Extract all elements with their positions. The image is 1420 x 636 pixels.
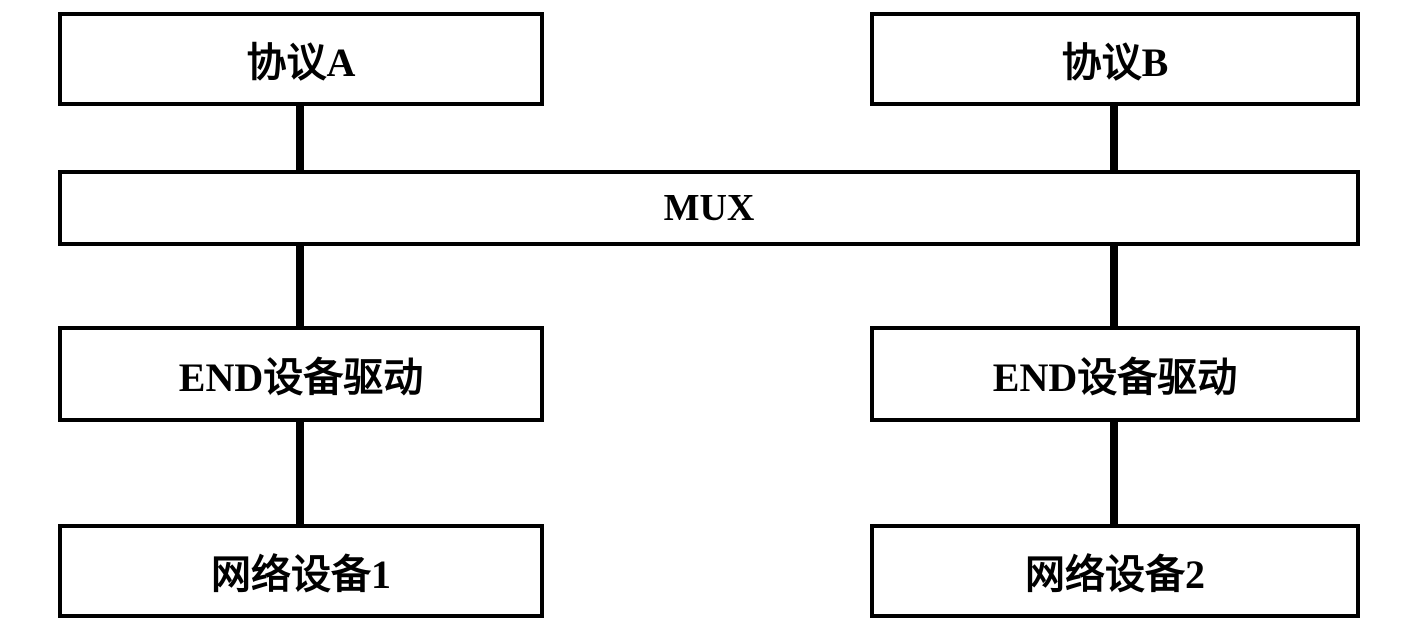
node-device-2: 网络设备2 xyxy=(870,524,1360,618)
diagram-canvas: 协议A 协议B MUX END设备驱动 END设备驱动 网络设备1 网络设备2 xyxy=(0,0,1420,636)
edge xyxy=(1110,106,1118,170)
node-protocol-a-label: 协议A xyxy=(247,30,356,88)
edge xyxy=(296,246,304,326)
node-mux-label: MUX xyxy=(664,186,755,230)
edge xyxy=(1110,246,1118,326)
node-device-1-label: 网络设备1 xyxy=(211,542,391,600)
node-protocol-a: 协议A xyxy=(58,12,544,106)
node-end-driver-2: END设备驱动 xyxy=(870,326,1360,422)
edge xyxy=(296,422,304,524)
node-device-1: 网络设备1 xyxy=(58,524,544,618)
edge xyxy=(1110,422,1118,524)
node-end-driver-2-label: END设备驱动 xyxy=(993,345,1237,403)
node-end-driver-1-label: END设备驱动 xyxy=(179,345,423,403)
node-mux: MUX xyxy=(58,170,1360,246)
node-protocol-b: 协议B xyxy=(870,12,1360,106)
node-end-driver-1: END设备驱动 xyxy=(58,326,544,422)
node-protocol-b-label: 协议B xyxy=(1062,30,1169,88)
edge xyxy=(296,106,304,170)
node-device-2-label: 网络设备2 xyxy=(1025,542,1205,600)
